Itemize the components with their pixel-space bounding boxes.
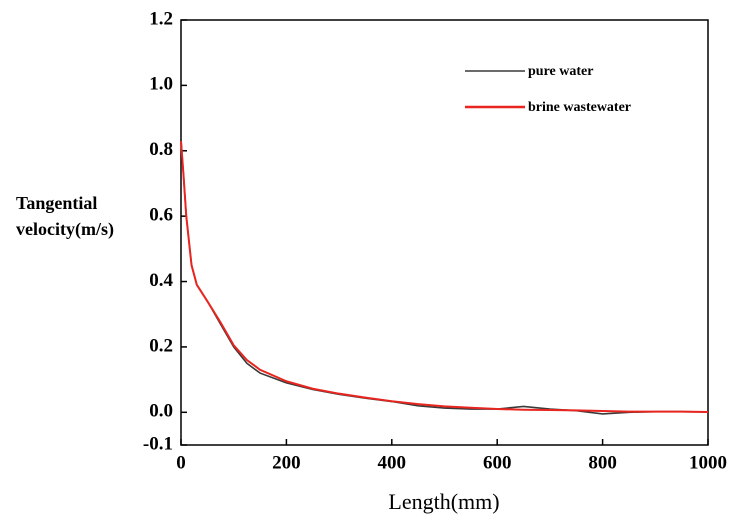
- data-line: [180, 140, 709, 413]
- legend-label: brine wastewater: [528, 100, 631, 115]
- y-tick-label: 1.0: [149, 74, 173, 95]
- y-tick-label: 0.2: [149, 335, 173, 356]
- x-tick-label: 600: [483, 452, 512, 473]
- x-tick-label: 400: [378, 452, 407, 473]
- y-tick-label: 0.8: [149, 139, 173, 160]
- x-tick-label: 0: [176, 452, 186, 473]
- y-tick-label: 0.4: [149, 270, 173, 291]
- y-tick-label: 1.2: [149, 8, 173, 29]
- y-tick-label: 0.6: [149, 205, 173, 226]
- x-tick-label: 800: [588, 452, 617, 473]
- y-tick-label: 0.0: [149, 401, 173, 422]
- legend-label: pure water: [528, 64, 593, 79]
- plot-frame: [180, 19, 709, 446]
- data-line: [180, 140, 709, 415]
- x-tick-label: 1000: [689, 452, 727, 473]
- x-tick-label: 200: [272, 452, 301, 473]
- y-axis-label: Tangential velocity(m/s): [16, 193, 114, 239]
- y-tick-label: -0.1: [143, 433, 173, 454]
- x-axis-label: Length(mm): [388, 489, 499, 514]
